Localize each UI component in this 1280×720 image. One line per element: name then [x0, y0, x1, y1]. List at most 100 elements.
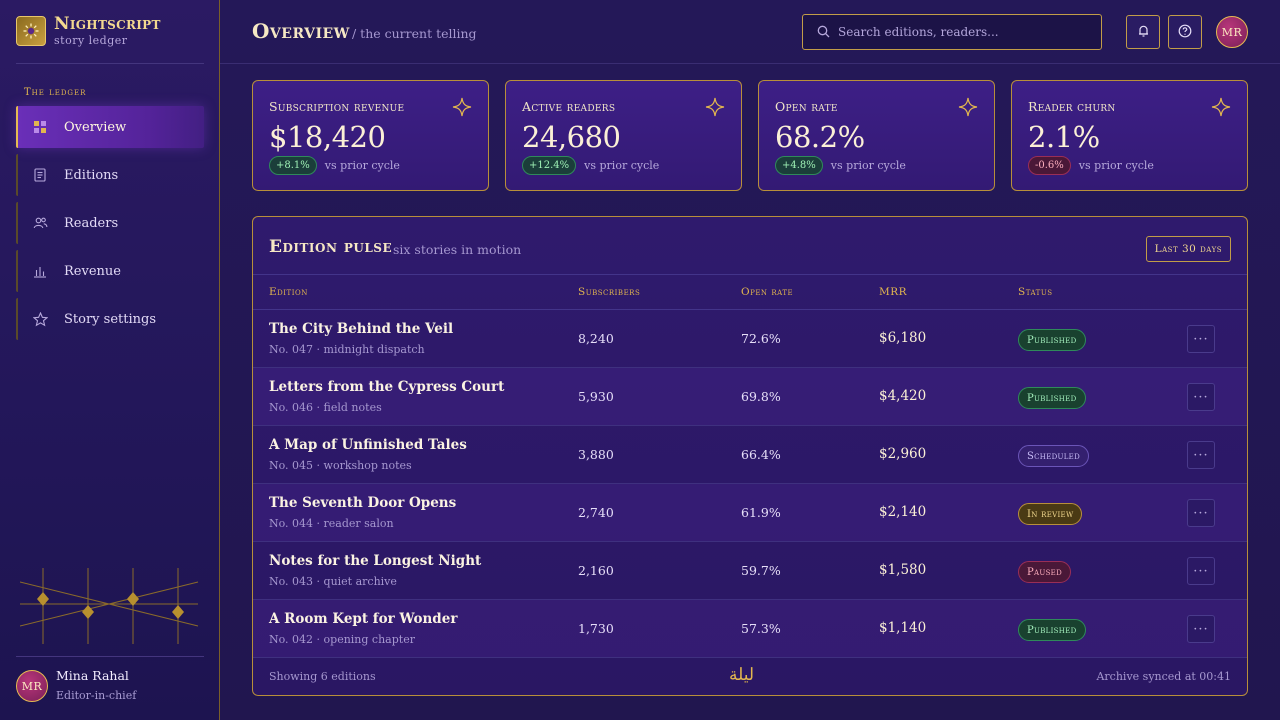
- geometric-ornament: [20, 568, 199, 644]
- editions-count: Showing 6 editions: [269, 670, 376, 683]
- question-icon: [1178, 23, 1192, 42]
- table-row[interactable]: A Map of Unfinished Tales No. 045 · work…: [253, 426, 1247, 484]
- brand-subtitle: story ledger: [54, 34, 128, 47]
- table-row[interactable]: A Room Kept for Wonder No. 042 · opening…: [253, 600, 1247, 658]
- delta-badge: -0.6%: [1028, 156, 1071, 175]
- edition-title[interactable]: Notes for the Longest Night: [269, 553, 482, 569]
- subscribers-value: 5,930: [578, 389, 614, 404]
- edition-title[interactable]: The City Behind the Veil: [269, 321, 454, 337]
- help-button[interactable]: [1168, 15, 1202, 49]
- edition-meta: No. 045 · workshop notes: [269, 459, 412, 472]
- delta-badge: +4.8%: [775, 156, 823, 175]
- brand[interactable]: Nightscript story ledger: [16, 14, 161, 48]
- column-header-mrr[interactable]: MRR: [879, 286, 908, 298]
- kpi-label: Reader churn: [1028, 99, 1116, 114]
- date-range-button[interactable]: Last 30 days: [1145, 236, 1231, 262]
- page-title: Overview: [252, 19, 350, 43]
- open-rate-value: 72.6%: [741, 331, 781, 346]
- sidebar-item-editions[interactable]: Editions: [16, 154, 204, 196]
- kpi-note: vs prior cycle: [830, 159, 906, 172]
- table-row[interactable]: Notes for the Longest Night No. 043 · qu…: [253, 542, 1247, 600]
- kpi-card-open-rate: Open rate 68.2% +4.8% vs prior cycle: [758, 80, 995, 191]
- edition-title[interactable]: The Seventh Door Opens: [269, 495, 457, 511]
- table-row[interactable]: Letters from the Cypress Court No. 046 ·…: [253, 368, 1247, 426]
- sidebar-divider: [16, 63, 204, 64]
- ellipsis-icon: ···: [1193, 505, 1209, 521]
- edition-title[interactable]: Letters from the Cypress Court: [269, 379, 505, 395]
- kpi-card-active-readers: Active readers 24,680 +12.4% vs prior cy…: [505, 80, 742, 191]
- sidebar-item-label: Revenue: [64, 263, 121, 279]
- table-row[interactable]: The City Behind the Veil No. 047 · midni…: [253, 310, 1247, 368]
- sidebar-item-label: Readers: [64, 215, 119, 231]
- more-actions-button[interactable]: ···: [1187, 499, 1215, 527]
- delta-badge: +12.4%: [522, 156, 577, 175]
- open-rate-value: 61.9%: [741, 505, 781, 520]
- more-actions-button[interactable]: ···: [1187, 615, 1215, 643]
- mrr-value: $2,140: [879, 504, 927, 520]
- table-row[interactable]: The Seventh Door Opens No. 044 · reader …: [253, 484, 1247, 542]
- open-rate-value: 66.4%: [741, 447, 781, 462]
- star-icon: [32, 311, 48, 327]
- user-name: Mina Rahal: [56, 668, 129, 683]
- sidebar-item-overview[interactable]: Overview: [16, 106, 204, 148]
- mrr-value: $2,960: [879, 446, 927, 462]
- notifications-button[interactable]: [1126, 15, 1160, 49]
- bell-icon: [1137, 23, 1150, 42]
- sparkle-icon: [452, 97, 472, 117]
- document-icon: [32, 167, 48, 183]
- user-profile[interactable]: MR Mina Rahal Editor-in-chief: [16, 668, 136, 704]
- avatar: MR: [16, 670, 48, 702]
- more-actions-button[interactable]: ···: [1187, 325, 1215, 353]
- account-avatar[interactable]: MR: [1216, 16, 1248, 48]
- more-actions-button[interactable]: ···: [1187, 557, 1215, 585]
- search-box[interactable]: [802, 14, 1102, 50]
- sidebar-item-readers[interactable]: Readers: [16, 202, 204, 244]
- sun-star-icon: [16, 16, 46, 46]
- brand-name: Nightscript: [54, 14, 161, 34]
- panel-header: Edition pulse six stories in motion Last…: [253, 217, 1247, 275]
- more-actions-button[interactable]: ···: [1187, 383, 1215, 411]
- panel-footer: Showing 6 editions ليلة Archive synced a…: [253, 658, 1247, 695]
- column-header-open-rate[interactable]: Open rate: [741, 286, 794, 298]
- open-rate-value: 57.3%: [741, 621, 781, 636]
- edition-title[interactable]: A Map of Unfinished Tales: [269, 437, 467, 453]
- sidebar: Nightscript story ledger The ledger Over…: [0, 0, 220, 720]
- kpi-label: Subscription revenue: [269, 99, 405, 114]
- open-rate-value: 59.7%: [741, 563, 781, 578]
- mrr-value: $1,140: [879, 620, 927, 636]
- sparkle-icon: [958, 97, 978, 117]
- column-header-subscribers[interactable]: Subscribers: [578, 286, 641, 298]
- open-rate-value: 69.8%: [741, 389, 781, 404]
- column-header-status[interactable]: Status: [1018, 286, 1053, 298]
- sidebar-item-story-settings[interactable]: Story settings: [16, 298, 204, 340]
- more-actions-button[interactable]: ···: [1187, 441, 1215, 469]
- sidebar-item-label: Story settings: [64, 311, 156, 327]
- mrr-value: $4,420: [879, 388, 927, 404]
- kpi-label: Active readers: [522, 99, 616, 114]
- kpi-value: $18,420: [269, 120, 386, 154]
- subscribers-value: 2,160: [578, 563, 614, 578]
- status-badge: Scheduled: [1018, 445, 1090, 467]
- sync-status: Archive synced at 00:41: [1096, 670, 1231, 683]
- table-body: The City Behind the Veil No. 047 · midni…: [253, 310, 1247, 658]
- edition-meta: No. 044 · reader salon: [269, 517, 394, 530]
- edition-pulse-panel: Edition pulse six stories in motion Last…: [252, 216, 1248, 696]
- kpi-value: 68.2%: [775, 120, 865, 154]
- edition-meta: No. 042 · opening chapter: [269, 633, 415, 646]
- edition-title[interactable]: A Room Kept for Wonder: [269, 611, 458, 627]
- sparkle-icon: [1211, 97, 1231, 117]
- ellipsis-icon: ···: [1193, 389, 1209, 405]
- ellipsis-icon: ···: [1193, 331, 1209, 347]
- bar-chart-icon: [32, 263, 48, 279]
- kpi-note: vs prior cycle: [584, 159, 660, 172]
- search-input[interactable]: [838, 25, 1078, 39]
- kpi-note: vs prior cycle: [324, 159, 400, 172]
- column-header-edition[interactable]: Edition: [269, 286, 308, 298]
- grid-icon: [32, 119, 48, 135]
- kpi-label: Open rate: [775, 99, 838, 114]
- sidebar-item-revenue[interactable]: Revenue: [16, 250, 204, 292]
- edition-meta: No. 043 · quiet archive: [269, 575, 397, 588]
- ellipsis-icon: ···: [1193, 447, 1209, 463]
- kpi-card-reader-churn: Reader churn 2.1% -0.6% vs prior cycle: [1011, 80, 1248, 191]
